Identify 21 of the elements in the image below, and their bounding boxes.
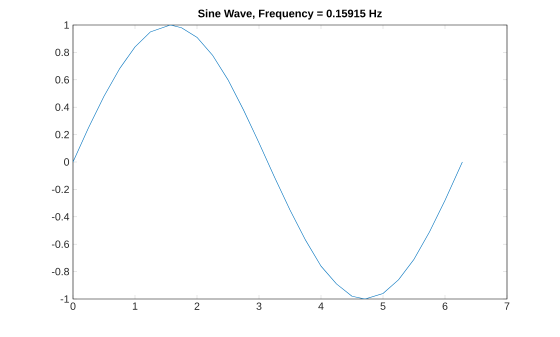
y-tick-label: 0 — [64, 158, 70, 166]
x-tick-label: 5 — [380, 302, 386, 310]
y-tick-label: 1 — [64, 21, 69, 29]
x-tick-label: 6 — [442, 302, 448, 310]
x-tick-label: 2 — [194, 302, 200, 310]
line-series — [73, 24, 463, 299]
chart-title: Sine Wave, Frequency = 0.15915 Hz — [198, 9, 382, 20]
x-tick-label: 7 — [504, 302, 510, 310]
y-tick-label: -1 — [60, 295, 69, 303]
y-tick-label: 0.2 — [55, 130, 69, 138]
y-tick-label: 0.4 — [55, 104, 70, 111]
y-tick-label: 0.6 — [55, 76, 70, 84]
x-tick-label: 4 — [318, 302, 324, 310]
y-tick-label: -0.2 — [52, 186, 69, 194]
x-tick-label: 1 — [132, 302, 138, 310]
y-tick-label: -0.8 — [52, 268, 70, 276]
x-tick-label: 3 — [256, 302, 262, 310]
y-tick-label: 0.8 — [55, 48, 70, 56]
y-tick-label: -0.4 — [52, 213, 70, 221]
y-tick-label: -0.6 — [52, 240, 70, 248]
x-tick-label: 0 — [70, 302, 76, 310]
